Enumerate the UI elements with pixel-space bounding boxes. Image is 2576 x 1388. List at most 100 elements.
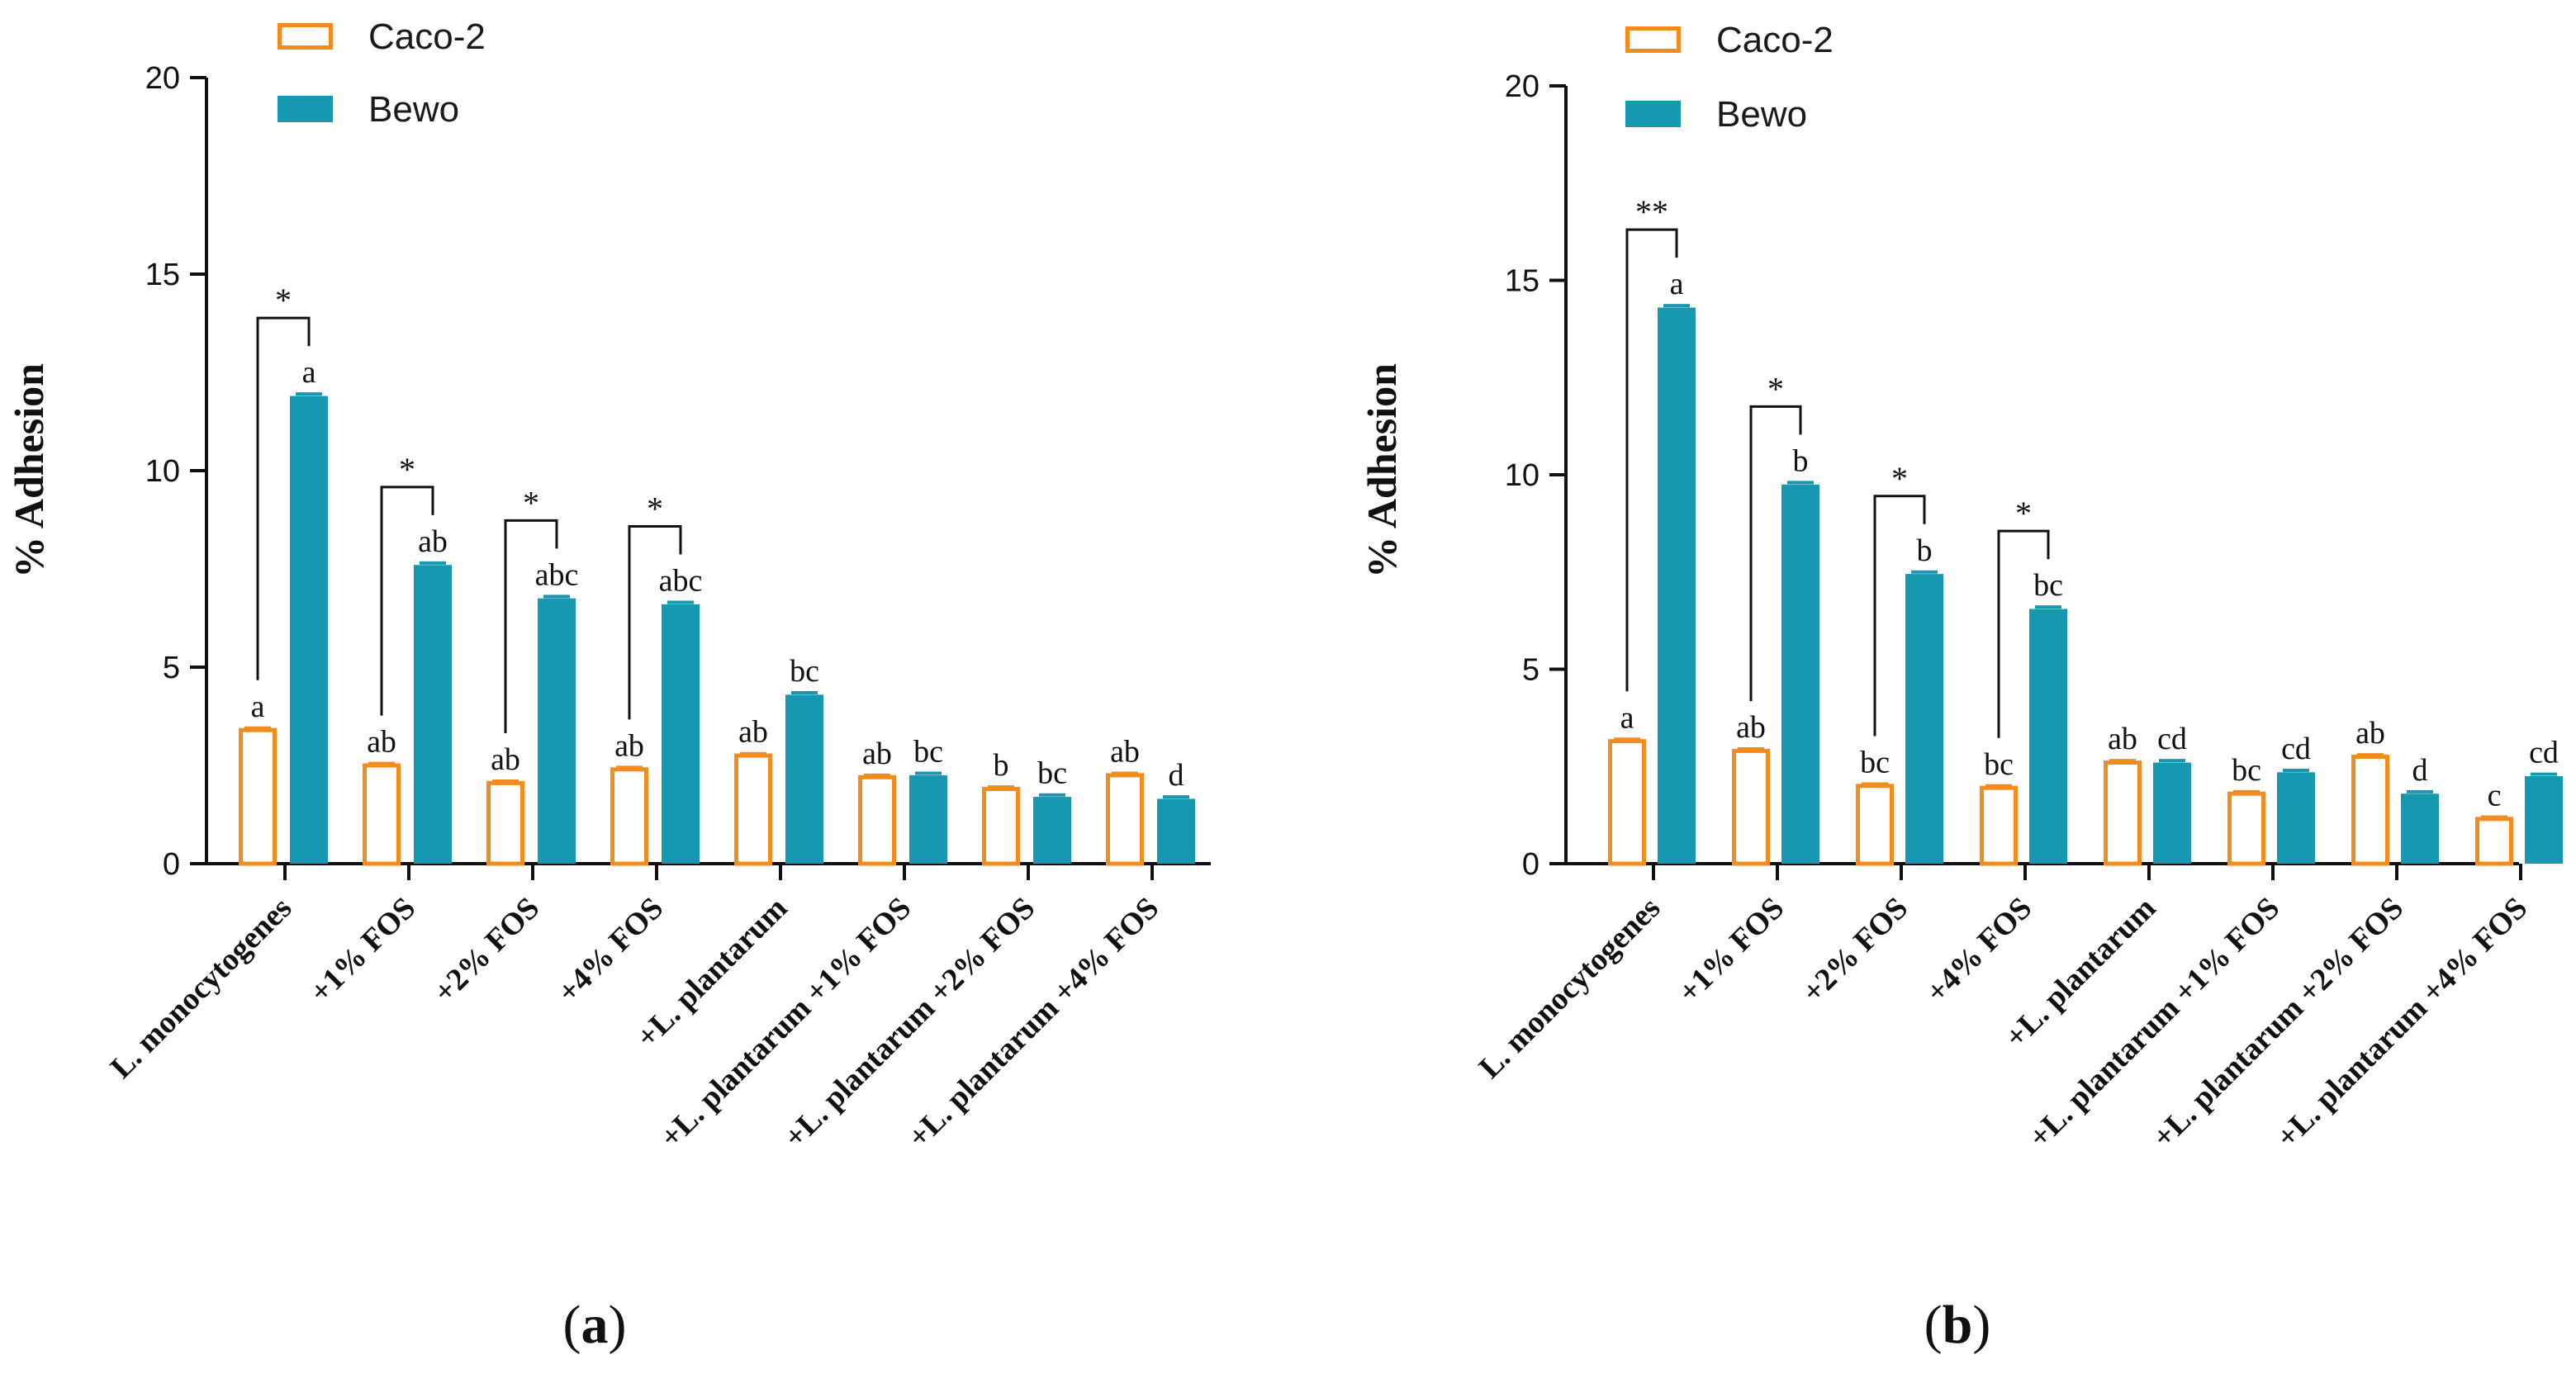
bar-caco2 xyxy=(363,763,401,866)
bar-bewo xyxy=(662,604,700,864)
bar-caco2 xyxy=(2351,754,2389,866)
y-axis-label: % Adhesion xyxy=(1359,363,1405,578)
legend-label: Bewo xyxy=(368,89,459,130)
significance-letter: ab xyxy=(1110,735,1140,770)
y-tick-label: 0 xyxy=(1522,847,1539,882)
bar-bewo xyxy=(1157,798,1195,864)
bar-caco2 xyxy=(2475,817,2513,866)
significance-letter: b xyxy=(1917,533,1933,568)
bar-bewo xyxy=(2401,793,2439,864)
significance-letter: cd xyxy=(2157,722,2187,756)
significance-letter: cd xyxy=(2529,736,2559,770)
panel-label: (a) xyxy=(563,1295,627,1355)
bar-caco2 xyxy=(2227,791,2265,866)
legend-swatch-caco2 xyxy=(1625,26,1681,53)
bar-bewo xyxy=(1658,307,1696,865)
x-category-label: +1% FOS xyxy=(1672,891,1791,1010)
significance-letter: ab xyxy=(1736,710,1766,745)
significance-letter: abc xyxy=(535,557,579,592)
bar-caco2 xyxy=(858,775,896,866)
y-tick-label: 5 xyxy=(1522,653,1539,688)
legend-swatch-bewo xyxy=(278,96,333,122)
significance-bracket xyxy=(1625,228,1678,692)
significance-letter: d xyxy=(1169,758,1184,793)
significance-star: * xyxy=(647,490,663,527)
x-category-label: +4% FOS xyxy=(1919,891,2038,1010)
bar-bewo xyxy=(2029,609,2067,864)
bar-caco2 xyxy=(610,767,648,866)
significance-letter: bc xyxy=(1037,756,1067,791)
significance-star: * xyxy=(275,282,292,319)
bar-caco2 xyxy=(982,787,1020,866)
significance-letter: ab xyxy=(614,728,644,763)
y-tick-label: 15 xyxy=(1505,264,1539,299)
bar-caco2 xyxy=(486,780,524,866)
significance-bracket xyxy=(1873,495,1926,737)
significance-bracket xyxy=(628,524,682,720)
legend-label: Caco-2 xyxy=(368,17,486,57)
significance-star: * xyxy=(523,484,539,521)
y-tick-label: 15 xyxy=(145,258,180,292)
bar-bewo xyxy=(785,694,823,864)
chart-panel-b: 0 5 10 15 20 % Adhesion a a L. monocytogenes ab b +… xyxy=(1359,20,2563,1355)
bar-caco2 xyxy=(1856,784,1894,866)
significance-star: * xyxy=(399,451,415,488)
bar-bewo xyxy=(2153,762,2191,864)
bar-caco2 xyxy=(734,753,772,866)
bar-bewo xyxy=(1033,797,1071,864)
y-tick-label: 10 xyxy=(1505,458,1539,493)
significance-letter: bc xyxy=(2033,568,2063,603)
x-category-label: L. monocytogenes xyxy=(1473,891,1668,1086)
y-axis-label: % Adhesion xyxy=(6,363,52,578)
bar-bewo xyxy=(2525,776,2563,864)
bar-bewo xyxy=(1905,574,1943,864)
y-tick-label: 20 xyxy=(145,61,180,96)
y-tick-label: 10 xyxy=(145,454,180,489)
panel-label-part: ( xyxy=(1924,1295,1943,1355)
significance-star: * xyxy=(2015,495,2032,532)
x-category-label: +1% FOS xyxy=(303,891,422,1010)
significance-bracket xyxy=(380,486,434,716)
bar-bewo xyxy=(538,598,576,864)
bar-bewo xyxy=(2277,772,2315,864)
panel-label-part: b xyxy=(1943,1295,1973,1355)
panel-label-part: ( xyxy=(563,1295,581,1355)
bar-bewo xyxy=(290,396,328,864)
significance-star: ** xyxy=(1635,193,1668,230)
legend-label: Caco-2 xyxy=(1716,20,1834,60)
bar-caco2 xyxy=(1106,773,1144,866)
panel-label: (b) xyxy=(1924,1295,1991,1355)
significance-bracket xyxy=(504,519,558,734)
bar-bewo xyxy=(414,565,452,864)
significance-letter: d xyxy=(2412,753,2428,788)
significance-letter: ab xyxy=(418,524,448,559)
significance-letter: a xyxy=(251,689,265,724)
significance-letter: ab xyxy=(367,725,396,760)
significance-star: * xyxy=(1891,460,1908,497)
x-category-label: +2% FOS xyxy=(1796,891,1914,1010)
legend-swatch-caco2 xyxy=(278,23,333,50)
significance-letter: a xyxy=(302,355,316,390)
x-category-label: +L. plantarum +4% FOS xyxy=(901,891,1165,1155)
significance-bracket xyxy=(1997,529,2050,738)
x-category-label: +L. plantarum +1% FOS xyxy=(653,891,918,1155)
significance-letter: c xyxy=(2488,778,2502,812)
x-category-label: +L. plantarum +2% FOS xyxy=(777,891,1041,1155)
panel-label-part: ) xyxy=(1972,1295,1990,1355)
y-tick-label: 5 xyxy=(163,651,180,685)
significance-star: * xyxy=(1767,370,1784,407)
significance-letter: bc xyxy=(913,735,943,770)
panel-label-part: a xyxy=(581,1295,609,1355)
significance-letter: cd xyxy=(2281,732,2311,766)
bar-bewo xyxy=(909,775,947,864)
significance-letter: ab xyxy=(491,742,520,777)
x-category-label: +L. plantarum +4% FOS xyxy=(2270,891,2534,1155)
y-tick-label: 20 xyxy=(1505,69,1539,104)
bar-caco2 xyxy=(1980,785,2018,866)
legend-swatch-bewo xyxy=(1625,101,1681,127)
significance-letter: a xyxy=(1670,267,1684,301)
y-tick-label: 0 xyxy=(163,847,180,882)
significance-letter: ab xyxy=(862,737,892,771)
